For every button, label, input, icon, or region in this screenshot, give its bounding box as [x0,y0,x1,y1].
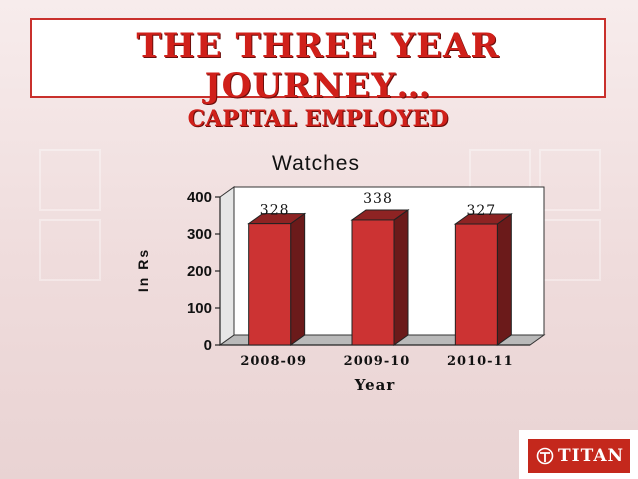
chart-bars [247,208,513,346]
chart-title: Watches [272,152,360,175]
chart-side-wall [219,186,235,346]
y-axis-label: In Rs [135,248,151,292]
y-tick-label: 400 [187,189,212,206]
page-subtitle: CAPITAL EMPLOYED [187,106,449,132]
y-tick-label: 200 [187,263,212,280]
bar [454,223,498,346]
bar-side [496,213,512,346]
logo-badge: TITAN [528,439,630,473]
x-tick-label: 2010-11 [447,354,514,369]
bar [351,219,395,346]
chart-text: 0 100 200 300 400 328 2008-09 338 2009-10 327 2010… [135,152,514,394]
data-label: 327 [466,203,496,219]
data-label: 338 [363,191,393,207]
logo-text: TITAN [558,446,625,466]
bar-side [290,212,306,346]
bar [248,223,292,346]
data-label: 328 [260,203,290,219]
y-tick-label: 300 [187,226,212,243]
x-tick-label: 2009-10 [344,354,411,369]
titan-logo: TITAN [519,430,638,479]
titan-emblem-icon [536,447,554,465]
title-banner: THE THREE YEAR JOURNEY… CAPITAL EMPLOYED [30,18,606,132]
bar-side [393,208,409,346]
page-title: THE THREE YEAR JOURNEY… [136,26,500,106]
y-tick-label: 0 [204,337,212,354]
y-tick-label: 100 [187,300,212,317]
x-axis-label: Year [354,376,396,394]
x-tick-label: 2008-09 [240,354,307,369]
